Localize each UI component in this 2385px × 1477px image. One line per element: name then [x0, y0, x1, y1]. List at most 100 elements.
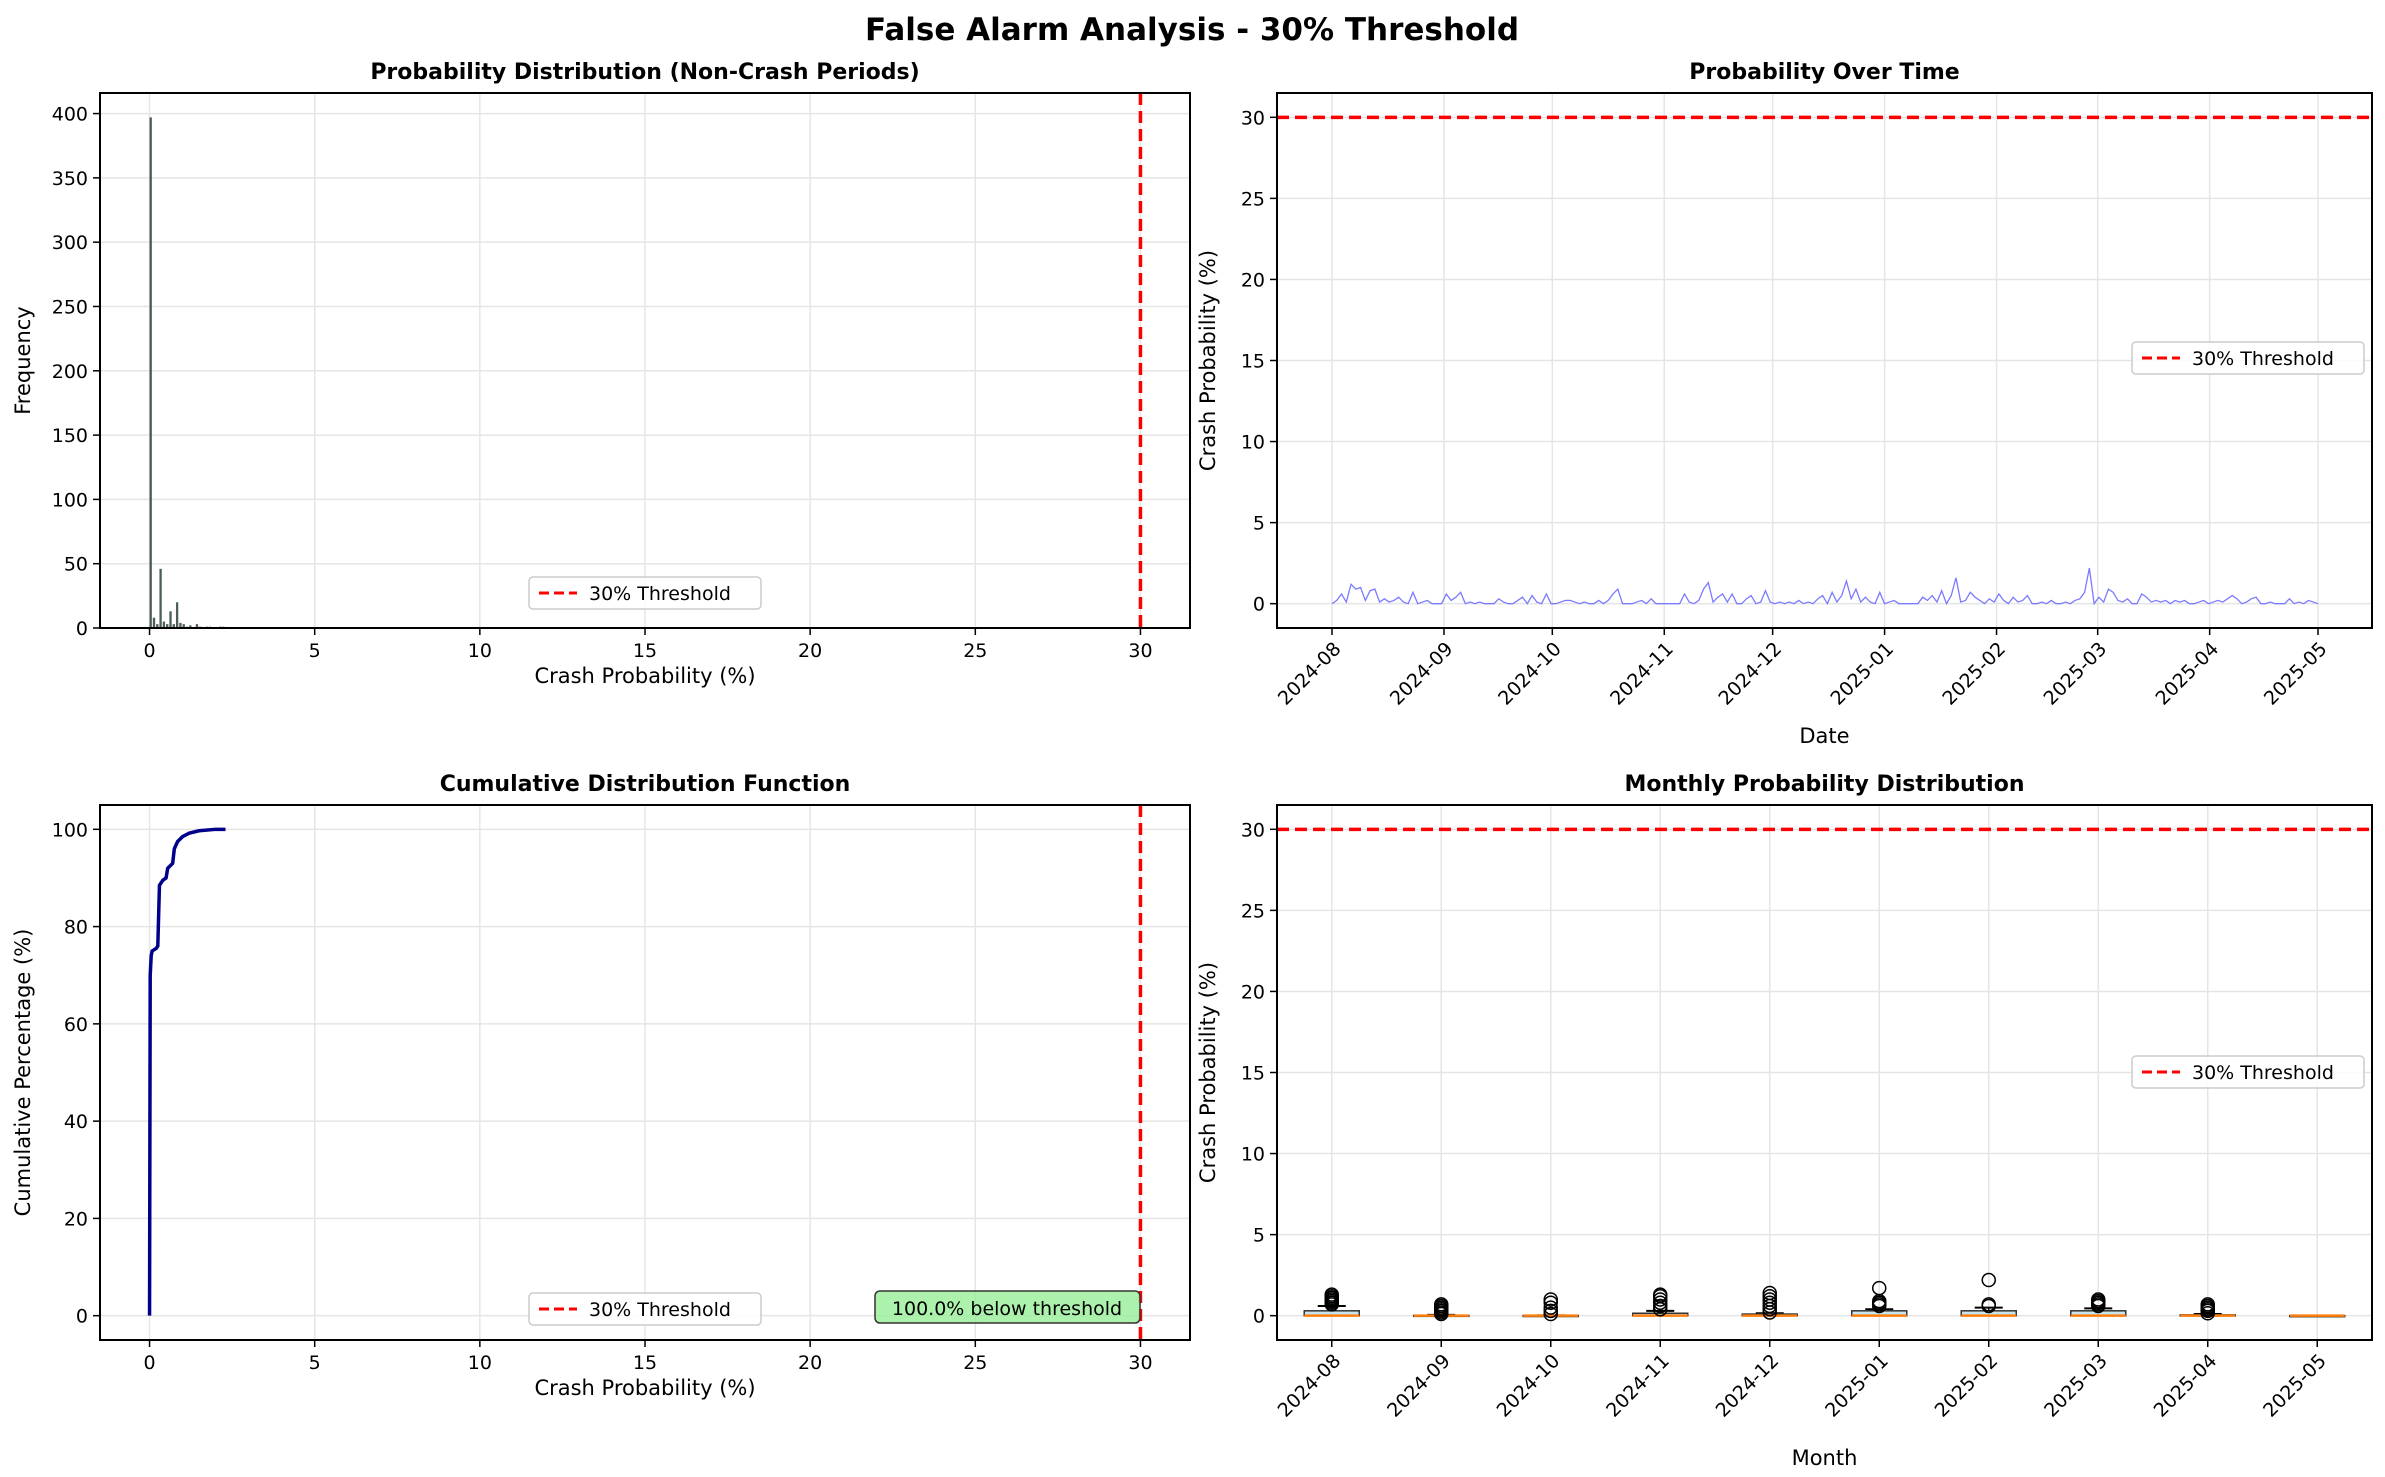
x-tick-label: 2024-09 [1383, 1350, 1455, 1422]
histogram-bar [175, 602, 179, 628]
x-tick-label: 0 [143, 1352, 155, 1374]
y-tick-label: 0 [1253, 1306, 1265, 1328]
y-tick-label: 20 [64, 1208, 88, 1230]
y-tick-label: 150 [52, 425, 88, 447]
outlier-point [1653, 1298, 1668, 1314]
box-2025-04 [2179, 1297, 2236, 1321]
x-tick-label: 0 [143, 640, 155, 662]
histogram-bar [172, 624, 175, 628]
x-tick-label: 10 [468, 1352, 492, 1374]
legend-label: 30% Threshold [589, 583, 731, 605]
x-tick-label: 15 [633, 640, 657, 662]
x-tick-label: 25 [963, 1352, 987, 1374]
outlier-point [1653, 1287, 1668, 1302]
x-axis-label: Date [1799, 724, 1849, 748]
y-tick-label: 15 [1241, 351, 1265, 373]
subplot-1: 0 5 10 15 20 25 30050100150200250300350400Prob… [11, 60, 1191, 688]
y-axis-label: Frequency [11, 306, 35, 415]
y-tick-label: 5 [1253, 513, 1265, 535]
x-tick-label: 2024-08 [1274, 1350, 1346, 1422]
box-2024-11 [1632, 1287, 1689, 1317]
figure-title: False Alarm Analysis - 30% Threshold [865, 12, 1519, 48]
outlier-point [1762, 1292, 1777, 1307]
y-axis-label: Cumulative Percentage (%) [11, 929, 35, 1217]
x-tick-label: 30 [1128, 1352, 1152, 1374]
x-tick-label: 2024-11 [1606, 638, 1678, 710]
legend-frame [528, 1292, 762, 1326]
y-tick-label: 20 [1241, 981, 1265, 1003]
outlier-point [2200, 1297, 2215, 1312]
subplot-3: 0 5 10 15 20 25 30 0 20 40 60 80 100 Cumulative Distr… [11, 772, 1191, 1400]
x-tick-label: 2024-10 [1494, 638, 1566, 710]
legend-label: 30% Threshold [589, 1299, 731, 1321]
x-axis-label: Crash Probability (%) [534, 1376, 755, 1400]
y-tick-label: 30 [1241, 819, 1265, 841]
x-tick-label: 2024-09 [1386, 638, 1458, 710]
cdf-line [147, 827, 226, 1316]
x-tick-label: 2025-02 [1931, 1350, 2003, 1422]
box-2025-05 [2289, 1314, 2346, 1318]
y-tick-label: 100 [52, 489, 88, 511]
x-tick-label: 2025-03 [2040, 1350, 2112, 1422]
histogram-bar [156, 624, 159, 628]
x-tick-label: 5 [309, 640, 321, 662]
x-tick-label: 2024-08 [1274, 638, 1346, 710]
y-tick-label: 20 [1241, 269, 1265, 291]
x-tick-label: 2025-03 [2040, 638, 2112, 710]
histogram-bar [195, 624, 199, 628]
x-tick-label: 2024-12 [1714, 638, 1786, 710]
box-2025-03 [2070, 1292, 2127, 1317]
x-tick-label: 2024-11 [1602, 1350, 1674, 1422]
y-tick-label: 250 [52, 296, 88, 318]
subplot-4: 0 5 10 15 20 25 30 2024-08 2024-09 2024-10 2024-11… [1196, 772, 2373, 1470]
outlier-point [1762, 1285, 1777, 1301]
legend: 30% Threshold [2131, 1055, 2365, 1089]
outlier-point [1762, 1295, 1777, 1310]
y-tick-label: 400 [52, 104, 88, 126]
annotation-text: 100.0% below threshold [892, 1298, 1122, 1320]
y-tick-label: 350 [52, 168, 88, 190]
x-axis-label: Crash Probability (%) [534, 664, 755, 688]
y-tick-label: 25 [1241, 188, 1265, 210]
box-2024-10 [1522, 1292, 1579, 1322]
annotation: 100.0% below threshold [874, 1290, 1141, 1324]
x-tick-label: 30 [1128, 640, 1152, 662]
histogram-bar [166, 624, 169, 628]
x-tick-label: 25 [963, 640, 987, 662]
outlier-point [1762, 1288, 1777, 1304]
x-tick-label: 2025-05 [2259, 1350, 2331, 1422]
y-tick-label: 40 [64, 1111, 88, 1133]
histogram-bar [162, 621, 166, 628]
legend-frame [528, 576, 762, 610]
y-tick-label: 50 [64, 554, 88, 576]
histogram-bar [182, 624, 185, 628]
y-tick-label: 25 [1241, 900, 1265, 922]
y-tick-label: 10 [1241, 432, 1265, 454]
outlier-point [1653, 1292, 1668, 1307]
legend-label: 30% Threshold [2192, 1062, 2334, 1084]
legend-frame [2131, 1055, 2365, 1089]
box-2024-08 [1303, 1287, 1360, 1317]
x-tick-label: 2025-04 [2150, 1350, 2222, 1422]
y-tick-label: 30 [1241, 107, 1265, 129]
legend: 30% Threshold [528, 576, 762, 610]
outlier-point [1543, 1292, 1558, 1307]
x-tick-label: 5 [309, 1352, 321, 1374]
histogram-bar [152, 617, 156, 628]
x-tick-label: 15 [633, 1352, 657, 1374]
annotation-box [874, 1290, 1141, 1324]
outlier-point [1543, 1306, 1558, 1322]
box-2024-12 [1741, 1285, 1798, 1320]
x-tick-label: 2025-02 [1938, 638, 2010, 710]
y-tick-label: 100 [52, 819, 88, 841]
histogram-bar [159, 568, 162, 628]
outlier-point [1981, 1272, 1996, 1288]
histogram-bar [169, 611, 172, 628]
y-tick-label: 5 [1253, 1225, 1265, 1247]
histogram-bar [189, 625, 192, 628]
subplot-title: Probability Distribution (Non-Crash Peri… [370, 60, 919, 85]
outlier-point [1872, 1280, 1887, 1296]
outlier-point [1653, 1295, 1668, 1310]
outlier-point [1543, 1303, 1558, 1319]
